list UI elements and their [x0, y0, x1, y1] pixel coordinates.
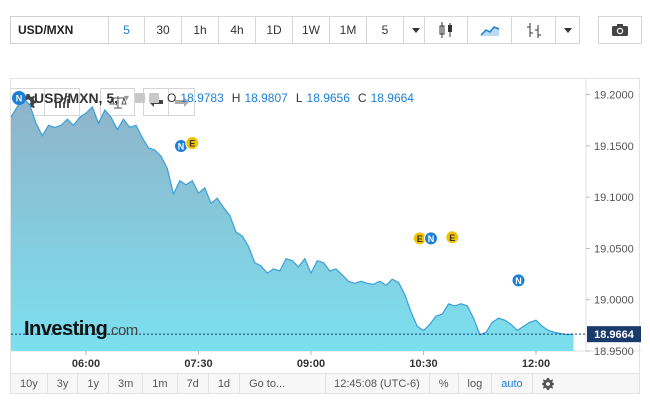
svg-text:E: E: [189, 138, 195, 148]
auto-toggle[interactable]: auto: [492, 373, 533, 394]
low-label: L: [295, 91, 303, 105]
timeframe-1h[interactable]: 1h: [182, 16, 219, 44]
chart-legend: N USD/MXN, 5, ▾ O 18.9783 H 18.9807 L 18.96…: [12, 90, 414, 106]
symbol-input[interactable]: USD/MXN: [10, 16, 110, 44]
legend-close-icon[interactable]: [149, 93, 160, 103]
economic-event-icon[interactable]: E: [445, 230, 460, 245]
close-value: 18.9664: [370, 91, 414, 105]
timeframe-5[interactable]: 5: [108, 16, 145, 44]
open-value: 18.9783: [180, 91, 224, 105]
redo-icon: [174, 97, 189, 107]
series-area: [11, 98, 574, 351]
top-toolbar: USD/MXN 5 30 1h 4h 1D 1W 1M 5: [0, 8, 650, 44]
last-price-label-bg: [587, 326, 641, 343]
range-7d[interactable]: 7d: [178, 373, 209, 394]
x-tick-label: 09:00: [297, 358, 325, 370]
range-1y[interactable]: 1y: [78, 373, 109, 394]
area-chart-button[interactable]: [468, 16, 512, 44]
svg-text:N: N: [16, 94, 23, 104]
chevron-down-icon: [563, 27, 572, 33]
svg-text:E: E: [417, 234, 423, 244]
economic-event-icon[interactable]: E: [185, 135, 200, 150]
area-chart-icon: [479, 26, 499, 36]
legend-settings-icon[interactable]: [135, 93, 146, 103]
indicators-button[interactable]: [45, 88, 80, 116]
goto-button[interactable]: Go to...: [240, 373, 327, 394]
log-toggle[interactable]: log: [459, 373, 493, 394]
logo-text: Investing: [24, 318, 108, 340]
screenshot-button[interactable]: [598, 16, 642, 44]
news-event-icon[interactable]: N: [174, 139, 188, 154]
indicators-icon: [53, 95, 71, 108]
high-label: H: [231, 91, 241, 105]
legend-dropdown-icon[interactable]: ▾: [124, 92, 130, 104]
y-tick-label: 19.2000: [594, 90, 634, 102]
timeframe-30[interactable]: 30: [145, 16, 182, 44]
x-tick-label: 07:30: [184, 358, 212, 370]
range-10y[interactable]: 10y: [11, 373, 48, 394]
x-tick-label: 10:30: [409, 358, 437, 370]
interval-select[interactable]: 5: [367, 16, 404, 44]
last-price-label: 18.9664: [594, 329, 635, 341]
news-badge-icon[interactable]: N: [12, 91, 26, 105]
low-value: 18.9656: [306, 91, 350, 105]
x-tick-label: 12:00: [522, 358, 550, 370]
timeframe-1w[interactable]: 1W: [293, 16, 330, 44]
logo-suffix: .com: [107, 322, 138, 339]
bars-button[interactable]: [512, 16, 556, 44]
chart-type-dropdown-button[interactable]: [556, 16, 580, 44]
y-tick-label: 18.9500: [594, 346, 634, 358]
svg-text:N: N: [515, 276, 522, 286]
news-event-icon[interactable]: N: [424, 231, 438, 246]
price-chart[interactable]: N EE N EN 19.200019.150019.100019.050019.00…: [11, 79, 641, 375]
timeframe-4h[interactable]: 4h: [219, 16, 256, 44]
y-tick-label: 19.0000: [594, 295, 634, 307]
bottom-bar: 10y 3y 1y 3m 1m 7d 1d Go to... 12:45:08 …: [10, 373, 640, 394]
camera-icon: [612, 24, 628, 36]
high-value: 18.9807: [244, 91, 288, 105]
timeframe-1d[interactable]: 1D: [256, 16, 293, 44]
scale-settings-button[interactable]: [533, 374, 563, 394]
svg-text:N: N: [178, 142, 185, 152]
gear-icon: [541, 377, 554, 390]
open-label: O: [167, 91, 177, 105]
scale-icon: [108, 96, 127, 109]
x-tick-label: 06:00: [72, 358, 100, 370]
investing-logo: Investing.com: [24, 318, 138, 341]
svg-text:N: N: [428, 234, 435, 244]
y-tick-label: 19.0500: [594, 243, 634, 255]
clock-readout: 12:45:08 (UTC-6): [326, 373, 430, 394]
close-label: C: [357, 91, 367, 105]
y-tick-label: 19.1500: [594, 141, 634, 153]
timeframe-1m[interactable]: 1M: [330, 16, 367, 44]
range-1m[interactable]: 1m: [143, 373, 178, 394]
bars-icon: [526, 23, 541, 38]
range-3m[interactable]: 3m: [109, 373, 144, 394]
candles-icon: [439, 22, 452, 38]
svg-text:E: E: [449, 233, 455, 243]
news-event-icon[interactable]: N: [511, 273, 526, 288]
redo-button[interactable]: [169, 88, 195, 116]
legend-symbol[interactable]: USD/MXN, 5,: [34, 90, 119, 106]
percent-toggle[interactable]: %: [430, 373, 459, 394]
secondary-toolbar: [0, 44, 650, 116]
y-tick-label: 19.1000: [594, 192, 634, 204]
chevron-down-icon: [411, 27, 420, 33]
history-group: [143, 88, 195, 116]
chart-type-group: [424, 16, 580, 44]
range-1d[interactable]: 1d: [209, 373, 241, 394]
range-3y[interactable]: 3y: [48, 373, 79, 394]
timeframe-group: 5 30 1h 4h 1D 1W 1M 5: [108, 16, 428, 44]
candles-button[interactable]: [424, 16, 468, 44]
